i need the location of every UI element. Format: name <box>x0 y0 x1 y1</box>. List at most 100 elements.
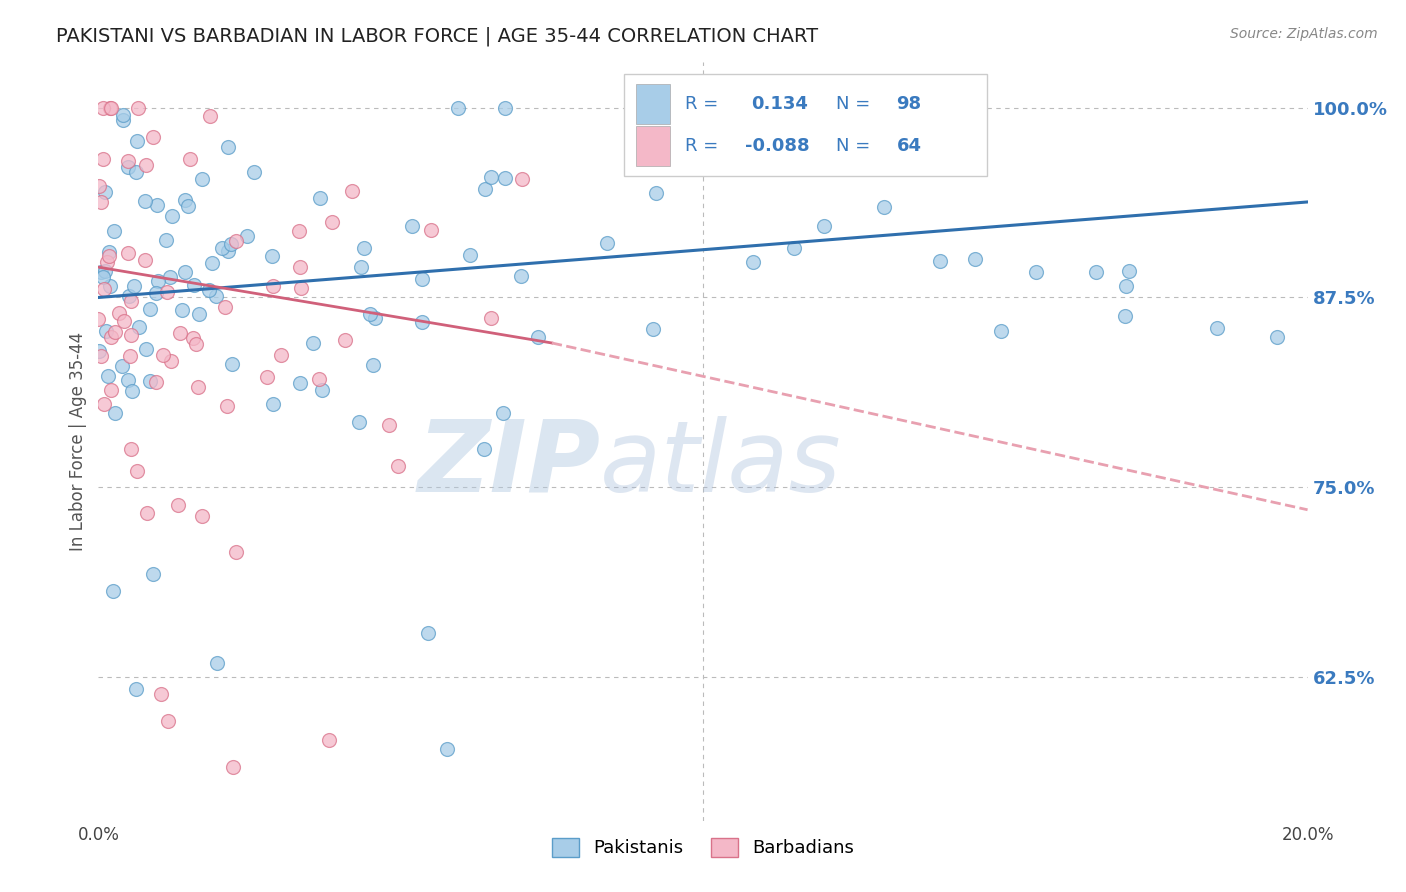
Point <box>125 682 148 697</box>
Point <box>94 325 117 339</box>
Point <box>93 101 115 115</box>
Point <box>100 384 122 398</box>
Point <box>387 459 409 474</box>
Point <box>1085 265 1108 279</box>
Text: 0.134: 0.134 <box>751 95 808 113</box>
Point <box>411 315 433 329</box>
Point <box>401 219 423 233</box>
Text: N =: N = <box>837 136 870 155</box>
Point <box>333 333 356 347</box>
Point <box>301 335 323 350</box>
Text: -0.088: -0.088 <box>745 136 810 155</box>
Point <box>191 508 214 523</box>
Point <box>1114 309 1136 323</box>
Point <box>179 153 201 167</box>
Point <box>93 397 115 411</box>
Point <box>111 113 134 128</box>
Point <box>181 331 204 345</box>
Text: PAKISTANI VS BARBADIAN IN LABOR FORCE | AGE 35-44 CORRELATION CHART: PAKISTANI VS BARBADIAN IN LABOR FORCE | … <box>56 27 818 46</box>
Point <box>205 289 228 303</box>
Point <box>93 282 115 296</box>
Point <box>142 566 165 581</box>
Point <box>353 241 375 255</box>
Point <box>222 759 245 773</box>
Point <box>111 108 134 122</box>
Point <box>479 170 502 185</box>
Point <box>256 369 278 384</box>
Text: 64: 64 <box>897 136 921 155</box>
Point <box>125 164 148 178</box>
Point <box>159 354 181 368</box>
Point <box>342 184 364 198</box>
Point <box>156 285 179 299</box>
Point <box>142 129 165 144</box>
Point <box>103 224 125 238</box>
Point <box>186 337 208 351</box>
Point <box>145 375 167 389</box>
Text: R =: R = <box>685 95 718 113</box>
Point <box>120 294 142 309</box>
Point <box>118 349 141 363</box>
Text: N =: N = <box>837 95 870 113</box>
Point <box>1115 279 1137 293</box>
Point <box>117 154 139 169</box>
Point <box>87 312 110 326</box>
Point <box>225 545 247 559</box>
Point <box>93 269 115 284</box>
Point <box>176 199 198 213</box>
FancyBboxPatch shape <box>637 126 671 166</box>
Point <box>474 182 496 196</box>
FancyBboxPatch shape <box>637 85 671 124</box>
Text: Source: ZipAtlas.com: Source: ZipAtlas.com <box>1230 27 1378 41</box>
Point <box>288 260 311 275</box>
Point <box>262 278 284 293</box>
Point <box>318 732 340 747</box>
Point <box>643 322 665 336</box>
Point <box>481 310 503 325</box>
Point <box>458 248 481 262</box>
Point <box>207 656 229 670</box>
Point <box>187 380 209 394</box>
Point <box>97 368 120 383</box>
Point <box>134 194 156 209</box>
Point <box>96 254 118 268</box>
Point <box>494 101 516 115</box>
Point <box>198 109 221 123</box>
Point <box>159 270 181 285</box>
Point <box>104 406 127 420</box>
Point <box>1206 321 1229 335</box>
Point <box>98 249 121 263</box>
Point <box>288 376 311 390</box>
Point <box>90 195 112 210</box>
Point <box>221 357 243 371</box>
Point <box>321 214 343 228</box>
Point <box>644 186 666 201</box>
Point <box>873 200 896 214</box>
Point <box>135 343 157 357</box>
Point <box>783 241 806 255</box>
Point <box>510 171 533 186</box>
Point <box>103 584 125 599</box>
Point <box>201 256 224 270</box>
Point <box>155 233 177 247</box>
Point <box>198 283 221 297</box>
Point <box>97 245 120 260</box>
Legend: Pakistanis, Barbadians: Pakistanis, Barbadians <box>544 830 862 864</box>
Point <box>118 289 141 303</box>
Point <box>215 399 238 413</box>
Point <box>217 244 239 259</box>
Point <box>111 359 134 373</box>
Point <box>128 320 150 334</box>
Point <box>87 178 110 193</box>
Point <box>359 307 381 321</box>
Point <box>211 241 233 255</box>
Point <box>494 171 516 186</box>
Point <box>174 264 197 278</box>
Point <box>124 279 146 293</box>
Point <box>270 348 292 362</box>
Point <box>117 246 139 260</box>
Point <box>219 237 242 252</box>
Point <box>377 418 399 433</box>
Text: 98: 98 <box>897 95 921 113</box>
Point <box>112 314 135 328</box>
